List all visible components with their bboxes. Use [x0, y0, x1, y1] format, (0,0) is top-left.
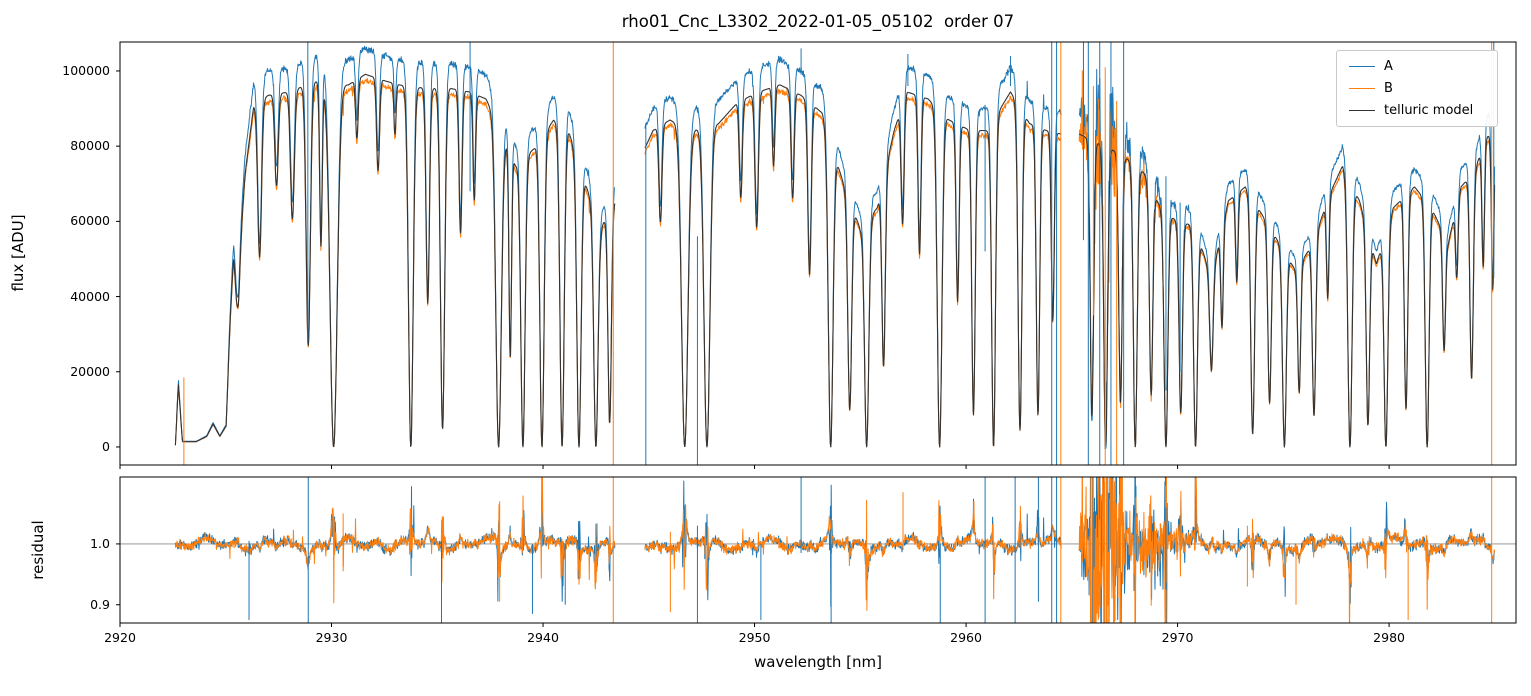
legend-item-a: A — [1349, 59, 1485, 74]
axes-frame — [119, 476, 1517, 624]
y-tick-label: 1.0 — [90, 535, 110, 551]
legend-item-model: telluric model — [1349, 103, 1485, 118]
flux-axis-label: flux [ADU] — [9, 214, 27, 292]
legend-line-a — [1349, 66, 1375, 67]
y-tick-label: 40000 — [70, 288, 110, 304]
residual-plot-area — [120, 477, 1516, 623]
residual-b-line — [174, 477, 1496, 623]
y-tick-label: 80000 — [70, 138, 110, 154]
legend-label-model: telluric model — [1384, 103, 1474, 118]
y-tick-label: 0.9 — [90, 596, 110, 612]
telluric-model-line — [174, 73, 1496, 448]
legend-line-model — [1349, 110, 1375, 111]
y-tick-label: 60000 — [70, 213, 110, 229]
y-tick-label: 100000 — [62, 62, 110, 78]
residual-a-line — [174, 477, 1496, 623]
y-tick-label: 20000 — [70, 363, 110, 379]
legend-line-b — [1349, 88, 1375, 89]
legend-label-a: A — [1384, 59, 1393, 74]
plot-title: rho01_Cnc_L3302_2022-01-05_05102 order 0… — [621, 12, 1015, 31]
axes-frame — [119, 41, 1517, 466]
x-tick-label: 2980 — [1373, 630, 1405, 645]
x-tick-label: 2970 — [1161, 630, 1194, 645]
x-tick-label: 2950 — [738, 630, 771, 645]
y-tick-label: 0 — [102, 438, 110, 454]
legend: A B telluric model — [1336, 50, 1498, 127]
x-tick-label: 2930 — [315, 630, 348, 645]
series-b-line — [174, 70, 1496, 448]
legend-item-b: B — [1349, 81, 1485, 96]
series-a-line — [174, 45, 1496, 450]
x-tick-label: 2960 — [950, 630, 982, 645]
legend-label-b: B — [1384, 81, 1393, 96]
flux-plot-area — [174, 42, 1496, 465]
x-axis-label: wavelength [nm] — [754, 653, 882, 671]
x-tick-label: 2920 — [104, 630, 136, 645]
x-tick-label: 2940 — [527, 630, 559, 645]
